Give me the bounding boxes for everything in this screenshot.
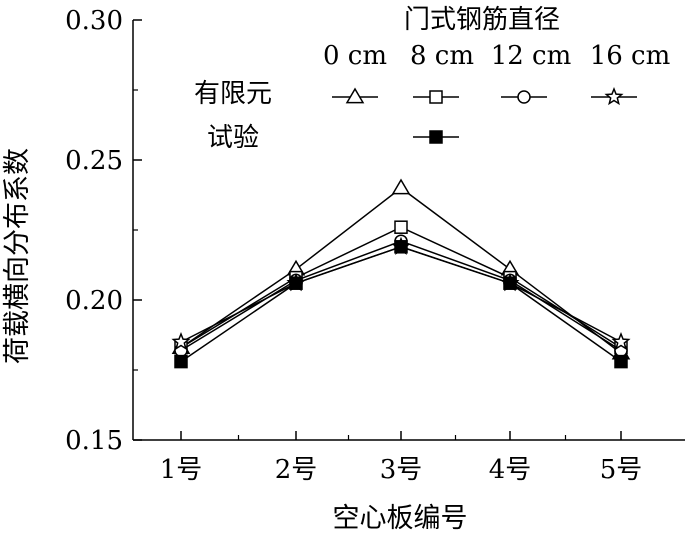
y-tick-label: 0.30 bbox=[65, 6, 123, 36]
legend-marker-square-open bbox=[429, 90, 443, 104]
legend-title: 门式钢筋直径 bbox=[404, 5, 560, 35]
data-point-square-filled bbox=[503, 276, 517, 290]
series-lines bbox=[180, 187, 622, 363]
x-tick-label: 1号 bbox=[160, 455, 203, 485]
series-line-triangle-open bbox=[180, 187, 622, 354]
data-point-star-open bbox=[171, 331, 191, 351]
x-tick-label: 2号 bbox=[275, 455, 318, 485]
legend-marker-triangle-open bbox=[345, 87, 365, 104]
legend-column-8cm: 8 cm bbox=[410, 41, 474, 71]
data-point-triangle-open bbox=[391, 178, 411, 195]
y-tick-label: 0.25 bbox=[65, 146, 123, 176]
data-point-square-filled bbox=[289, 276, 303, 290]
series-markers bbox=[171, 178, 631, 369]
legend-column-12cm: 12 cm bbox=[491, 41, 572, 71]
y-tick-label: 0.20 bbox=[65, 286, 123, 316]
series-line-circle-open bbox=[180, 240, 622, 352]
data-point-square-filled bbox=[614, 354, 628, 369]
y-axis-label: 荷载横向分布系数 bbox=[2, 148, 33, 364]
series-line-square-filled bbox=[180, 246, 622, 363]
x-axis-label: 空心板编号 bbox=[333, 503, 468, 533]
axes: 0.15 0.20 0.25 0.30 1号 2号 3号 4号 5号 bbox=[65, 6, 685, 485]
legend-column-16cm: 16 cm bbox=[590, 41, 671, 71]
y-tick-label: 0.15 bbox=[65, 426, 123, 456]
legend-marker-square-filled bbox=[429, 130, 443, 144]
data-point-square-filled bbox=[394, 240, 408, 254]
data-point-square-filled bbox=[174, 354, 188, 369]
legend-column-0cm: 0 cm bbox=[323, 41, 387, 71]
x-tick-label: 3号 bbox=[380, 455, 423, 485]
legend-row-fem: 有限元 bbox=[194, 79, 272, 109]
legend-marker-circle-open bbox=[517, 90, 531, 104]
x-tick-label: 4号 bbox=[489, 455, 532, 485]
legend-row-test: 试验 bbox=[207, 123, 259, 153]
data-point-square-open bbox=[394, 220, 408, 234]
series-line-star-open bbox=[180, 246, 622, 343]
legend-marker-star-open bbox=[604, 86, 624, 106]
legend: 门式钢筋直径 0 cm 8 cm 12 cm 16 cm 有限元 试验 bbox=[194, 5, 670, 153]
x-tick-label: 5号 bbox=[600, 455, 643, 485]
data-point-star-open bbox=[611, 331, 631, 351]
